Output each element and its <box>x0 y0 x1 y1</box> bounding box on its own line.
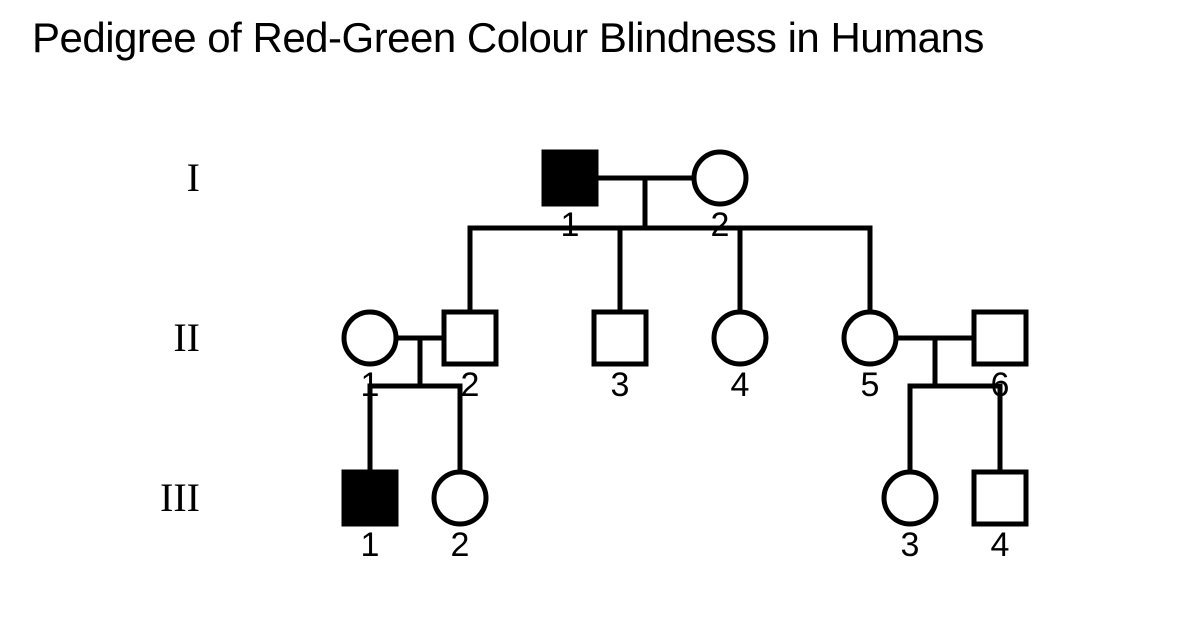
individual-II3 <box>594 312 646 364</box>
individual-II2 <box>444 312 496 364</box>
individual-label: 5 <box>861 366 880 405</box>
individual-II5 <box>844 312 896 364</box>
generation-label: II <box>140 314 200 361</box>
individual-label: 3 <box>611 366 630 405</box>
individual-label: 2 <box>711 206 730 245</box>
generation-label: III <box>140 474 200 521</box>
individual-I2 <box>694 152 746 204</box>
pedigree-figure: Pedigree of Red-Green Colour Blindness i… <box>0 0 1200 630</box>
individual-label: 2 <box>451 526 470 565</box>
generation-label: I <box>140 154 200 201</box>
individual-label: 3 <box>901 526 920 565</box>
individual-I1 <box>544 152 596 204</box>
individual-label: 1 <box>561 206 580 245</box>
individual-III1 <box>344 472 396 524</box>
individual-III2 <box>434 472 486 524</box>
individual-label: 1 <box>361 526 380 565</box>
individual-III4 <box>974 472 1026 524</box>
figure-title: Pedigree of Red-Green Colour Blindness i… <box>32 14 984 62</box>
individual-label: 4 <box>731 366 750 405</box>
individual-II4 <box>714 312 766 364</box>
individual-III3 <box>884 472 936 524</box>
individual-II6 <box>974 312 1026 364</box>
individual-label: 4 <box>991 526 1010 565</box>
individual-label: 6 <box>991 366 1010 405</box>
pedigree-chart: IIIIII121234561234 <box>0 120 1200 620</box>
individual-label: 1 <box>361 366 380 405</box>
individual-label: 2 <box>461 366 480 405</box>
individual-II1 <box>344 312 396 364</box>
